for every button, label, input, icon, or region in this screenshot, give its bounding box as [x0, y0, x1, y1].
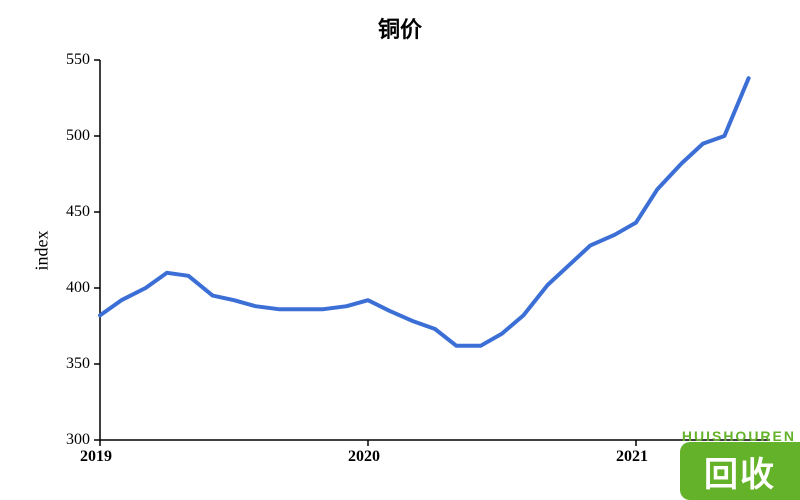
x-tick-label: 2019	[80, 448, 112, 466]
chart-container: index 300 350 400 450 500 550 2019 2020 2021	[0, 0, 800, 500]
y-tick-label: 550	[66, 51, 90, 69]
price-line	[100, 78, 749, 346]
watermark: 回收 HUISHOUREN	[680, 442, 800, 500]
watermark-subtext: HUISHOUREN	[682, 428, 796, 444]
watermark-logo-box: 回收	[680, 442, 800, 500]
y-tick-label: 400	[66, 279, 90, 297]
y-tick-label: 300	[66, 431, 90, 449]
y-tick-label: 350	[66, 355, 90, 373]
y-axis-label: index	[32, 231, 53, 271]
y-tick-label: 450	[66, 203, 90, 221]
x-tick-label: 2021	[616, 448, 648, 466]
x-tick-label: 2020	[348, 448, 380, 466]
chart-svg	[0, 0, 800, 500]
y-tick-label: 500	[66, 127, 90, 145]
